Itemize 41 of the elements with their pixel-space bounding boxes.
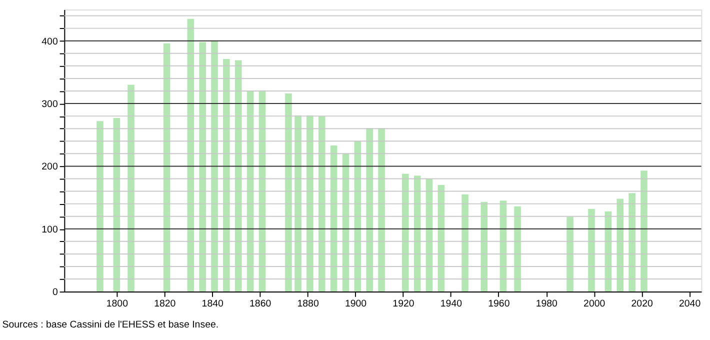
- bar: [402, 174, 409, 292]
- x-tick-label: 1920: [392, 298, 415, 310]
- x-tick-label: 1980: [536, 298, 558, 310]
- bar: [285, 93, 292, 292]
- y-tick-label: 0: [52, 286, 58, 298]
- x-tick-label: 1900: [344, 298, 368, 310]
- x-tick-label: 1820: [154, 298, 176, 310]
- x-tick-label: 1940: [440, 298, 463, 310]
- y-tick-label: 100: [42, 224, 58, 236]
- bar: [588, 208, 595, 292]
- bar: [640, 170, 648, 292]
- x-tick-label: 2020: [631, 298, 654, 310]
- x-tick-label: 1800: [106, 298, 129, 310]
- bar: [234, 60, 242, 292]
- bar: [616, 198, 624, 292]
- x-tick-label: 2040: [678, 298, 702, 310]
- bar: [306, 115, 314, 292]
- bar: [514, 206, 521, 292]
- x-tick-label: 1880: [297, 298, 320, 310]
- bar: [378, 128, 385, 292]
- source-note: Sources : base Cassini de l'EHESS et base Insee.: [2, 320, 219, 331]
- x-tick-label: 1840: [202, 298, 224, 310]
- y-tick-label: 300: [42, 98, 58, 110]
- bar: [187, 18, 194, 292]
- x-tick-label: 1960: [488, 298, 510, 310]
- y-tick-label: 200: [42, 162, 58, 173]
- y-tick-label: 400: [42, 36, 58, 48]
- bar: [318, 116, 326, 292]
- bar: [211, 40, 218, 292]
- bar: [199, 42, 206, 292]
- bar: [294, 115, 302, 292]
- x-tick-label: 2000: [584, 298, 606, 310]
- x-tick-label: 1860: [250, 298, 272, 310]
- bar: [366, 128, 373, 292]
- bar: [628, 193, 636, 292]
- bar: [223, 59, 230, 292]
- bar: [96, 121, 104, 292]
- bar: [566, 216, 574, 292]
- bar: [480, 202, 488, 292]
- bar: [462, 194, 468, 292]
- bar: [128, 84, 134, 292]
